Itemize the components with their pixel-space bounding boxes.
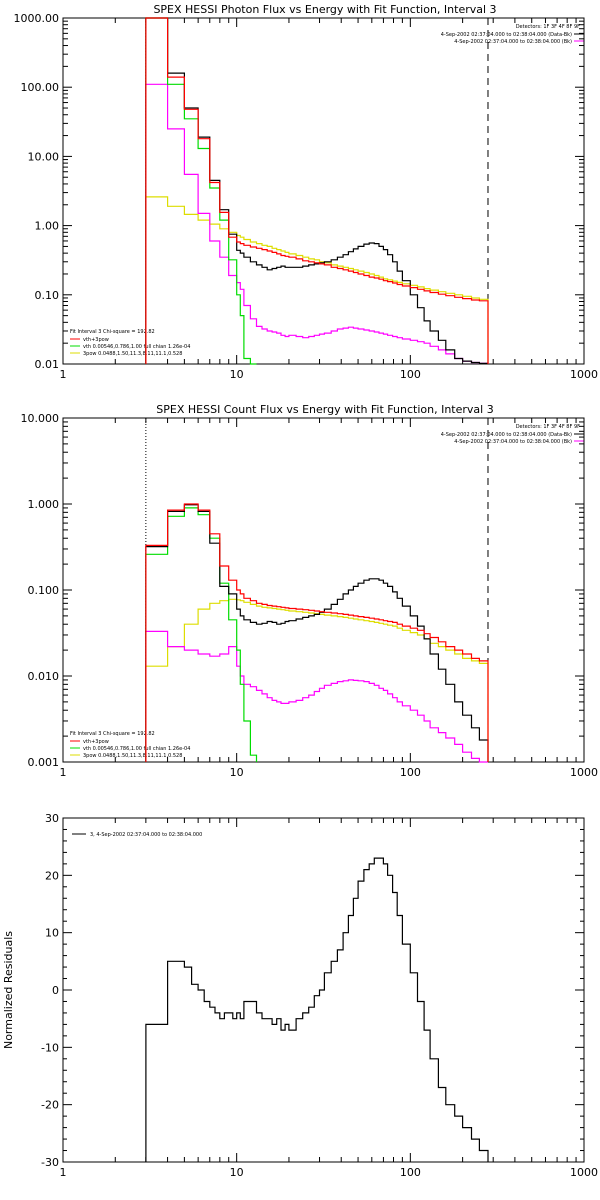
count-flux-y-tick-label: 0.010 bbox=[28, 670, 60, 683]
count-flux-plot-frame bbox=[62, 417, 585, 763]
count-flux-title: SPEX HESSI Count Flux vs Energy with Fit… bbox=[156, 403, 493, 416]
count-flux-y-tick-label: 0.100 bbox=[28, 584, 60, 597]
photon-flux-plot-frame bbox=[62, 17, 585, 365]
photon-flux-x-tick-label: 1 bbox=[60, 368, 67, 381]
photon-flux-y-tick-label: 0.01 bbox=[35, 358, 60, 371]
residuals-series-total bbox=[145, 857, 489, 1162]
photon-flux-series-thermal bbox=[145, 17, 257, 365]
photon-flux-y-tick-label: 100.00 bbox=[21, 81, 60, 94]
photon-flux-fit-title: Fit Interval 3 Chi-square = 192.82 bbox=[70, 329, 155, 335]
photon-flux-series-nonthermal bbox=[145, 83, 489, 364]
count-flux-y-tick-label: 1.000 bbox=[28, 498, 60, 511]
residuals-panel: Normalized Residuals 3, 4-Sep-2002 02:37… bbox=[2, 812, 598, 1179]
residuals-x-tick-label: 1 bbox=[60, 1166, 67, 1179]
photon-flux-x-tick-label: 1000 bbox=[570, 368, 598, 381]
count-flux-series-sum bbox=[145, 503, 489, 762]
residuals-y-tick-label: 30 bbox=[45, 812, 59, 825]
photon-flux-y-tick-label: 1.00 bbox=[35, 220, 60, 233]
count-flux-fit-line-2: vth 0.00546,0.786,1.00 full chian 1.26e-… bbox=[83, 746, 190, 752]
count-flux-header-line-1: Detectors: 1F 3F 4F 8F 9F bbox=[516, 424, 580, 430]
photon-flux-series-total bbox=[145, 17, 489, 364]
photon-flux-header-line-3: 4-Sep-2002 02:37:04.000 to 02:38:04.000 … bbox=[454, 39, 572, 45]
count-flux-fit-line-3: 3pow 0.0488,1.50,11.3,8.11,11.1,0.528 bbox=[83, 753, 182, 759]
residuals-y-tick-label: 0 bbox=[52, 984, 59, 997]
residuals-y-tick-label: -10 bbox=[41, 1041, 59, 1054]
photon-flux-fit-line-1: vth+3pow bbox=[83, 337, 109, 343]
photon-flux-fit-line-3: 3pow 0.0488,1.50,11.3,8.11,11.1,0.528 bbox=[83, 351, 182, 357]
count-flux-header: Detectors: 1F 3F 4F 8F 9F 4-Sep-2002 02:… bbox=[441, 424, 584, 445]
photon-flux-x-tick-label: 100 bbox=[400, 368, 421, 381]
photon-flux-y-tick-label: 1000.00 bbox=[14, 12, 60, 25]
residuals-x-tick-label: 1000 bbox=[570, 1166, 598, 1179]
photon-flux-header-line-2: 4-Sep-2002 02:37:04.000 to 02:38:04.000 … bbox=[441, 32, 572, 38]
photon-flux-header-line-1: Detectors: 1F 3F 4F 8F 9F bbox=[516, 24, 580, 30]
photon-flux-fit-text: Fit Interval 3 Chi-square = 192.82 vth+3… bbox=[70, 329, 190, 357]
residuals-legend-label: 3, 4-Sep-2002 02:37:04.000 to 02:38:04.0… bbox=[90, 832, 202, 838]
count-flux-fit-line-1: vth+3pow bbox=[83, 739, 109, 745]
count-flux-series-nonthermal bbox=[145, 630, 488, 763]
count-flux-y-tick-label: 10.000 bbox=[21, 412, 60, 425]
photon-flux-series-sum bbox=[145, 17, 489, 364]
count-flux-y-tick-label: 0.001 bbox=[28, 756, 60, 769]
count-flux-header-line-3: 4-Sep-2002 02:37:04.000 to 02:38:04.000 … bbox=[454, 439, 572, 445]
residuals-y-tick-label: -30 bbox=[41, 1156, 59, 1169]
residuals-y-tick-label: -20 bbox=[41, 1099, 59, 1112]
count-flux-x-tick-label: 100 bbox=[400, 766, 421, 779]
residuals-x-tick-label: 10 bbox=[230, 1166, 244, 1179]
residuals-x-tick-label: 100 bbox=[400, 1166, 421, 1179]
photon-flux-y-tick-label: 10.00 bbox=[28, 150, 60, 163]
photon-flux-x-tick-label: 10 bbox=[230, 368, 244, 381]
photon-flux-series-power bbox=[145, 196, 489, 364]
photon-flux-y-tick-label: 0.10 bbox=[35, 289, 60, 302]
residuals-y-tick-label: 20 bbox=[45, 869, 59, 882]
photon-flux-title: SPEX HESSI Photon Flux vs Energy with Fi… bbox=[153, 3, 496, 16]
count-flux-panel: SPEX HESSI Count Flux vs Energy with Fit… bbox=[21, 403, 599, 779]
count-flux-fit-title: Fit Interval 3 Chi-square = 192.82 bbox=[70, 731, 155, 737]
photon-flux-panel: SPEX HESSI Photon Flux vs Energy with Fi… bbox=[14, 3, 599, 381]
photon-flux-header: Detectors: 1F 3F 4F 8F 9F 4-Sep-2002 02:… bbox=[441, 24, 584, 45]
residuals-y-tick-label: 10 bbox=[45, 927, 59, 940]
count-flux-x-tick-label: 1 bbox=[60, 766, 67, 779]
count-flux-header-line-2: 4-Sep-2002 02:37:04.000 to 02:38:04.000 … bbox=[441, 432, 572, 438]
count-flux-series-total bbox=[145, 504, 489, 762]
count-flux-fit-text: Fit Interval 3 Chi-square = 192.82 vth+3… bbox=[70, 731, 190, 759]
count-flux-x-tick-label: 1000 bbox=[570, 766, 598, 779]
residuals-ylabel: Normalized Residuals bbox=[2, 931, 15, 1049]
photon-flux-fit-line-2: vth 0.00546,0.786,1.00 full chian 1.26e-… bbox=[83, 344, 190, 350]
count-flux-x-tick-label: 10 bbox=[230, 766, 244, 779]
count-flux-series-power bbox=[145, 598, 489, 762]
